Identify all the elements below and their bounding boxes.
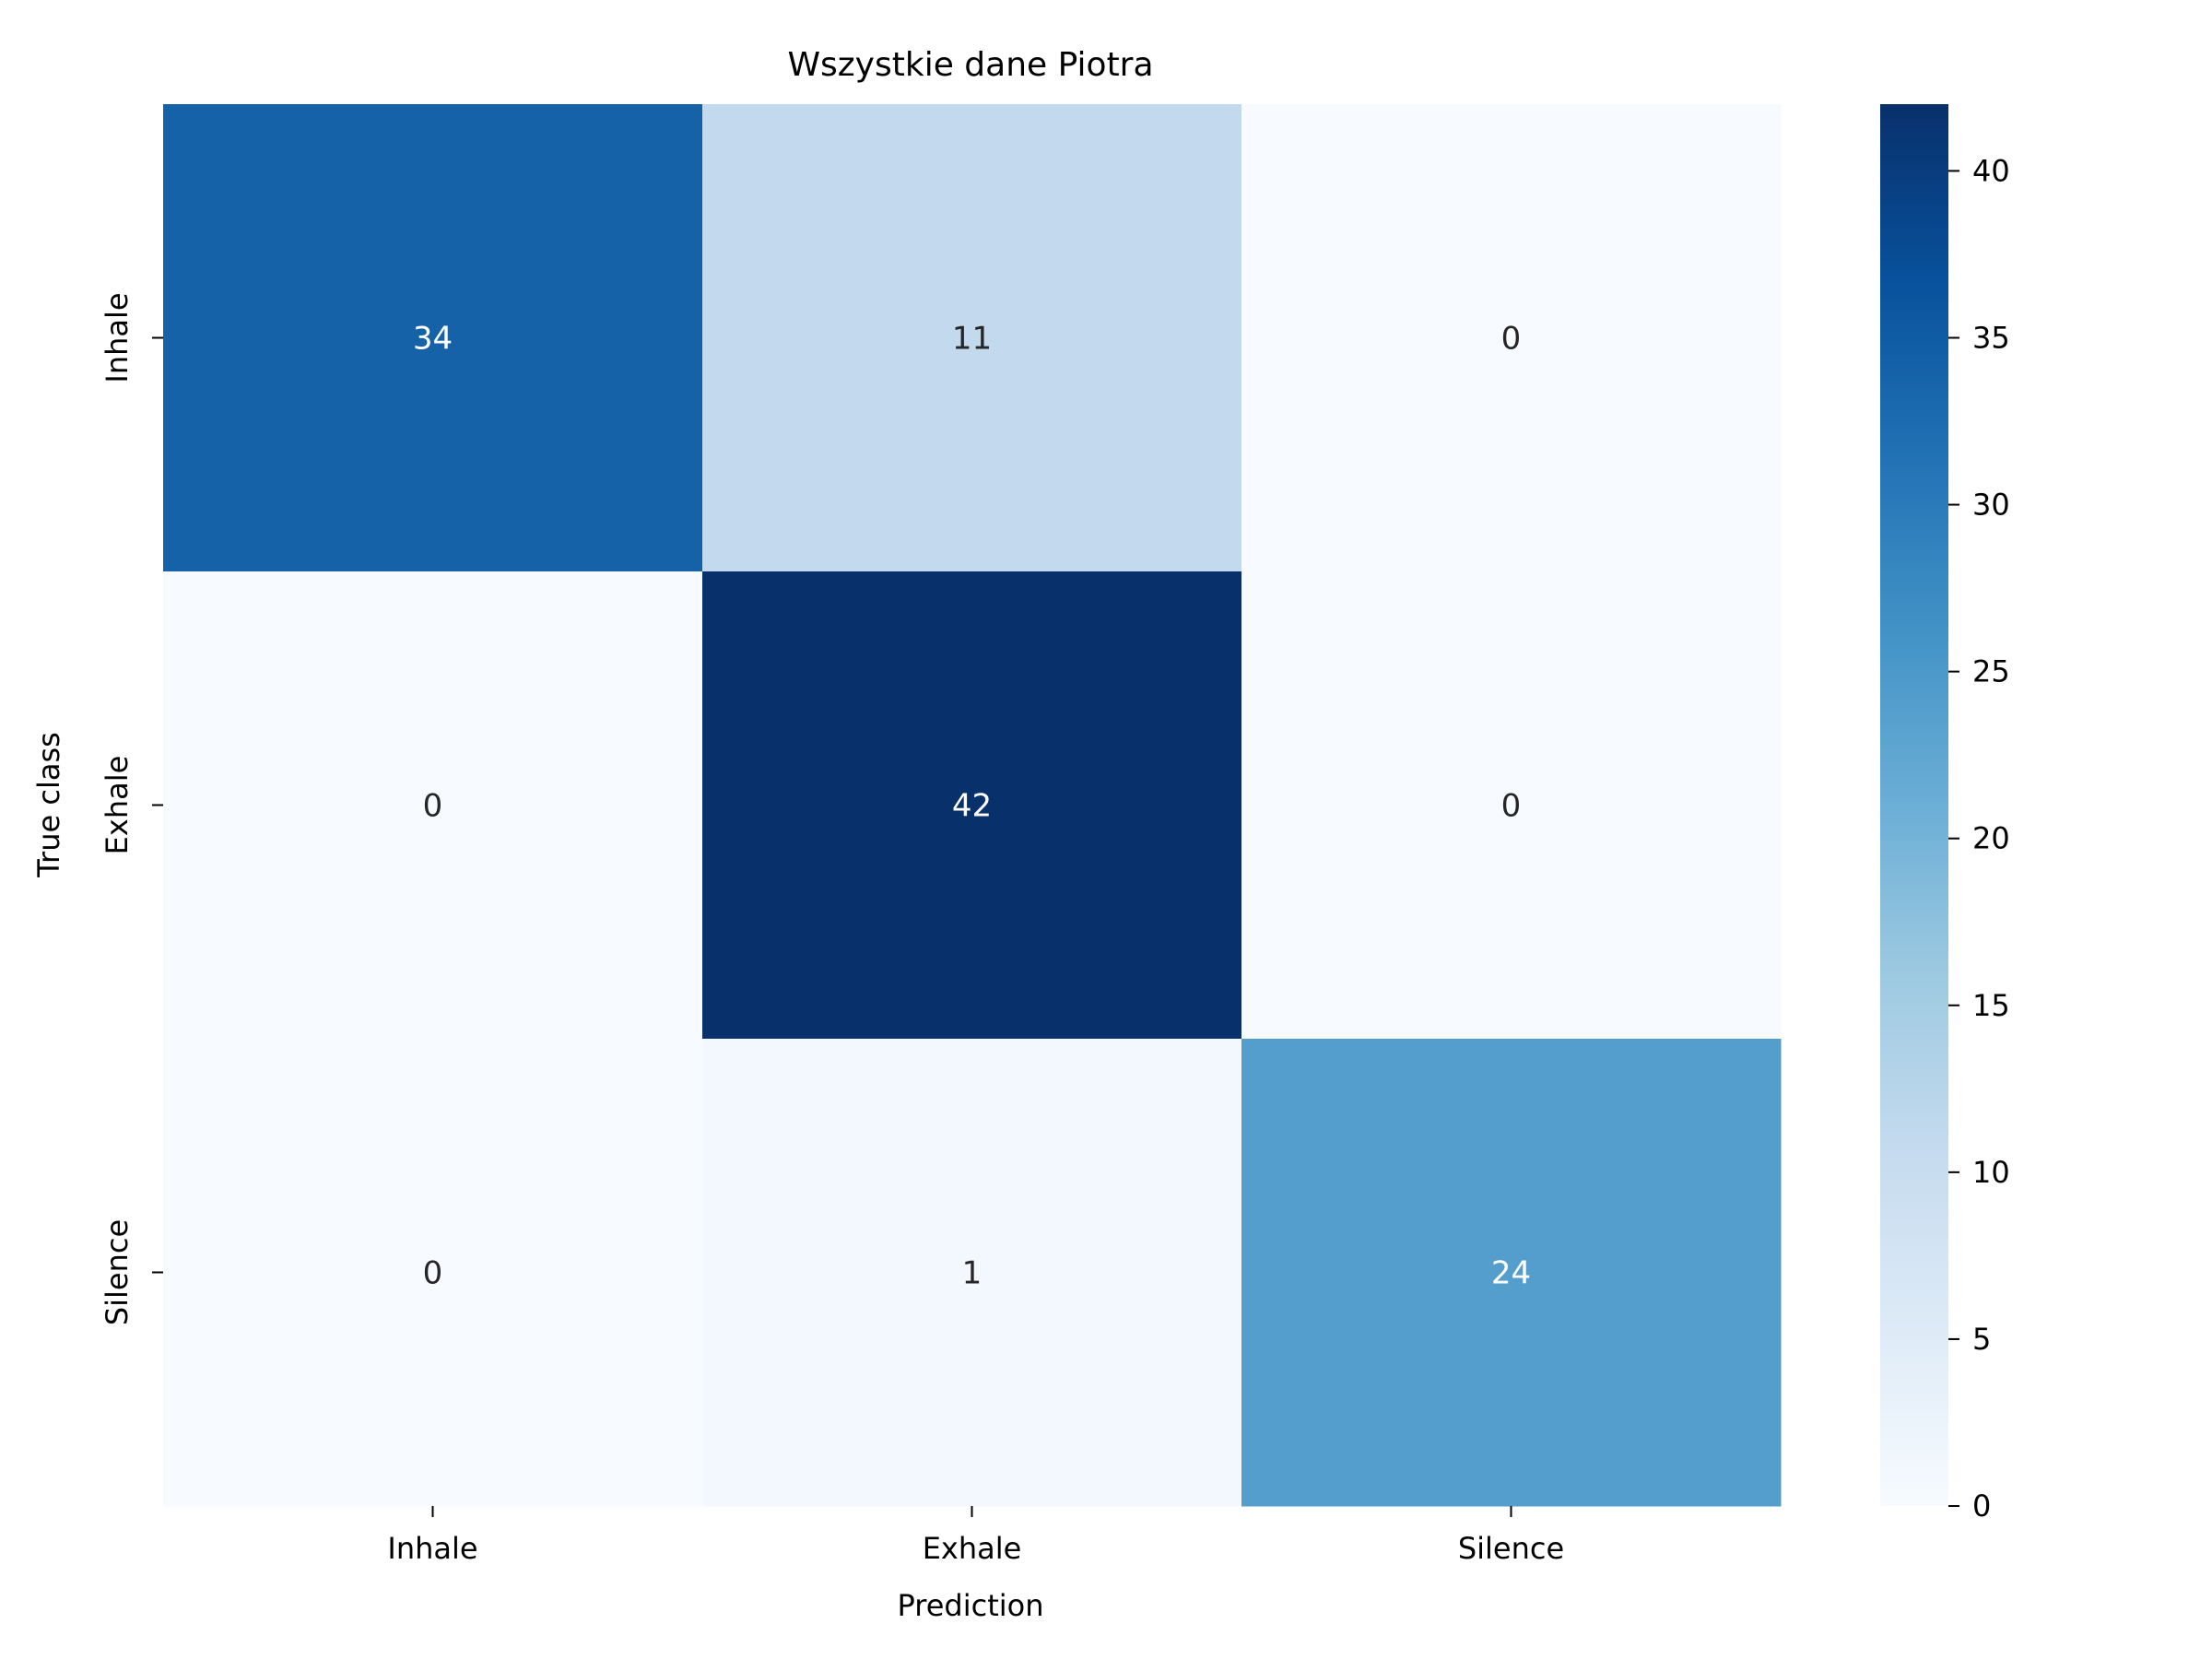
y-tick-label: Silence [100,1219,135,1325]
cell-value-label: 1 [962,1255,982,1292]
heatmap-cell [1241,1039,1782,1507]
colorbar-tick-label: 0 [1972,1488,1991,1524]
chart-title: Wszystkie dane Piotra [787,46,1153,84]
heatmap-cell [163,571,703,1040]
colorbar-tick-label: 20 [1972,821,2010,856]
heatmap-cell [702,571,1242,1040]
cell-value-label: 24 [1491,1255,1531,1292]
colorbar-tick-label: 25 [1972,654,2010,689]
heatmap-cell [1241,571,1782,1040]
y-tick-label: Inhale [100,292,135,382]
colorbar-tick-label: 15 [1972,988,2010,1023]
cell-value-label: 11 [952,321,992,358]
x-tick-label: Silence [1458,1531,1564,1566]
colorbar-tick-label: 30 [1972,488,2010,523]
heatmap-cell [163,104,703,572]
x-tick-label: Inhale [387,1531,477,1566]
colorbar-tick-label: 5 [1972,1322,1991,1357]
y-tick-label: Exhale [100,756,135,855]
colorbar-tick-label: 40 [1972,153,2010,188]
cell-value-label: 34 [413,321,453,358]
colorbar-tick-label: 10 [1972,1155,2010,1190]
x-axis-label: Prediction [898,1588,1044,1623]
colorbar: 0 5 10 15 20 25 30 35 40 [1880,104,2010,1524]
heatmap-cell [702,104,1242,572]
y-axis: Inhale Exhale Silence [100,292,163,1325]
heatmap-cell [163,1039,703,1507]
cell-value-label: 0 [423,1255,443,1292]
heatmap-cell [702,1039,1242,1507]
cell-value-label: 0 [1501,788,1522,825]
heatmap-cells: 34 11 0 0 42 0 0 1 24 [163,104,1782,1507]
heatmap-cell [1241,104,1782,572]
cell-value-label: 0 [1501,321,1522,358]
cell-value-label: 0 [423,788,443,825]
x-axis: Inhale Exhale Silence [387,1506,1564,1566]
y-axis-label: True class [31,732,66,878]
colorbar-gradient [1880,104,1948,1506]
colorbar-tick-label: 35 [1972,321,2010,356]
cell-value-label: 42 [952,788,992,825]
x-tick-label: Exhale [923,1531,1022,1566]
